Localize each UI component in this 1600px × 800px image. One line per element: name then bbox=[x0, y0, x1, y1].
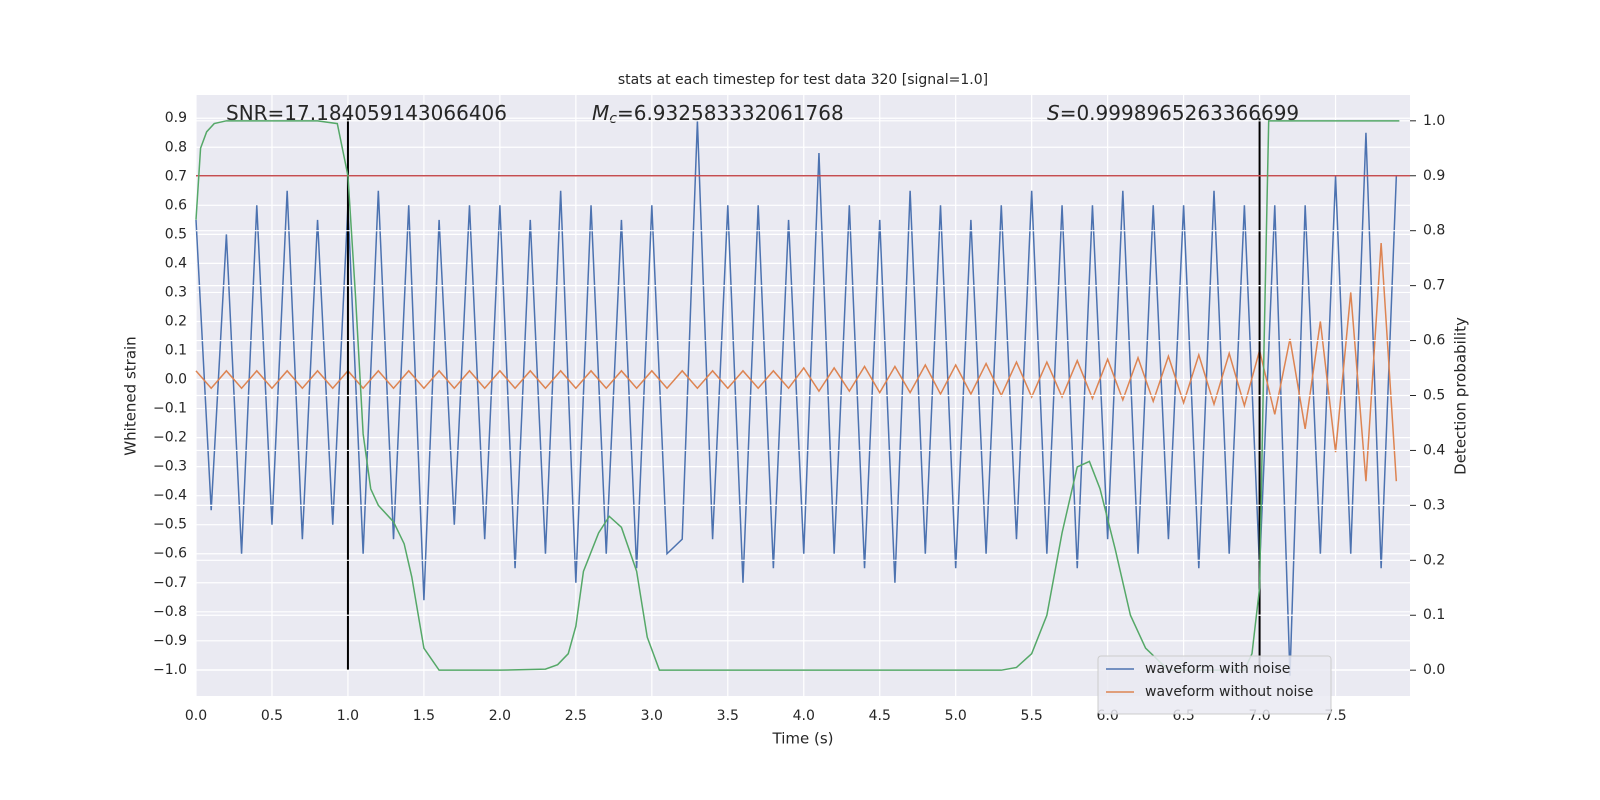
legend-label: waveform without noise bbox=[1145, 684, 1313, 700]
y2-tick-label: 0.1 bbox=[1423, 607, 1445, 623]
y2-tick-label: 0.6 bbox=[1423, 333, 1445, 349]
y-tick-label: −0.7 bbox=[153, 575, 187, 591]
y2-tick-label: 0.4 bbox=[1423, 442, 1445, 458]
y-tick-label: 0.0 bbox=[165, 372, 187, 388]
y-tick-label: 0.1 bbox=[165, 342, 187, 358]
y-tick-label: 0.4 bbox=[165, 255, 187, 271]
y-tick-label: 0.6 bbox=[165, 197, 187, 213]
y2-tick-label: 0.0 bbox=[1423, 662, 1445, 678]
annotation-symbol: M bbox=[592, 101, 609, 125]
y-tick-label: −0.1 bbox=[153, 401, 187, 417]
y-tick-label: 0.9 bbox=[165, 110, 187, 126]
y2-tick-label: 0.9 bbox=[1423, 168, 1445, 184]
chart-title: stats at each timestep for test data 320… bbox=[618, 72, 988, 88]
y2-tick-label: 0.3 bbox=[1423, 497, 1445, 513]
y-tick-label: 0.5 bbox=[165, 226, 187, 242]
x-tick-label: 0.0 bbox=[185, 708, 207, 724]
data-line bbox=[195, 121, 1398, 676]
legend: waveform with noise waveform without nois… bbox=[1097, 655, 1332, 715]
x-tick-label: 3.5 bbox=[717, 708, 739, 724]
y-tick-label: −0.9 bbox=[153, 633, 187, 649]
y2-tick-label: 1.0 bbox=[1423, 113, 1445, 129]
x-tick-label: 2.5 bbox=[565, 708, 587, 724]
x-tick-label: 1.5 bbox=[413, 708, 435, 724]
legend-label: waveform with noise bbox=[1145, 661, 1290, 677]
annotation-subscript: c bbox=[609, 111, 617, 127]
y-tick-label: −0.2 bbox=[153, 430, 187, 446]
x-tick-label: 4.0 bbox=[793, 708, 815, 724]
y2-tick-label: 0.2 bbox=[1423, 552, 1445, 568]
data-line bbox=[195, 243, 1398, 482]
x-tick-label: 5.0 bbox=[945, 708, 967, 724]
annotation-symbol: S bbox=[1047, 101, 1060, 125]
x-tick-label: 0.5 bbox=[261, 708, 283, 724]
x-tick-label: 4.5 bbox=[869, 708, 891, 724]
y2-axis-label: Detection probability bbox=[1452, 317, 1470, 475]
x-tick-label: 2.0 bbox=[489, 708, 511, 724]
y-tick-label: −0.4 bbox=[153, 488, 187, 504]
annotation: Mc=6.932583332061768 bbox=[592, 101, 844, 128]
y-axis-label: Whitened strain bbox=[122, 336, 140, 455]
x-tick-label: 5.5 bbox=[1021, 708, 1043, 724]
y-tick-label: 0.8 bbox=[165, 139, 187, 155]
x-tick-label: 3.0 bbox=[641, 708, 663, 724]
y-tick-label: 0.3 bbox=[165, 284, 187, 300]
y-tick-label: −1.0 bbox=[153, 662, 187, 678]
x-tick-label: 1.0 bbox=[337, 708, 359, 724]
y-tick-label: −0.6 bbox=[153, 546, 187, 562]
x-axis-label: Time (s) bbox=[772, 730, 834, 748]
y-tick-label: 0.7 bbox=[165, 168, 187, 184]
y-tick-label: −0.5 bbox=[153, 517, 187, 533]
y2-tick-label: 0.5 bbox=[1423, 388, 1445, 404]
y-tick-label: 0.2 bbox=[165, 313, 187, 329]
y-tick-label: −0.8 bbox=[153, 604, 187, 620]
legend-box bbox=[1097, 655, 1332, 715]
y2-tick-label: 0.7 bbox=[1423, 278, 1445, 294]
y-tick-label: −0.3 bbox=[153, 459, 187, 475]
y2-tick-label: 0.8 bbox=[1423, 223, 1445, 239]
